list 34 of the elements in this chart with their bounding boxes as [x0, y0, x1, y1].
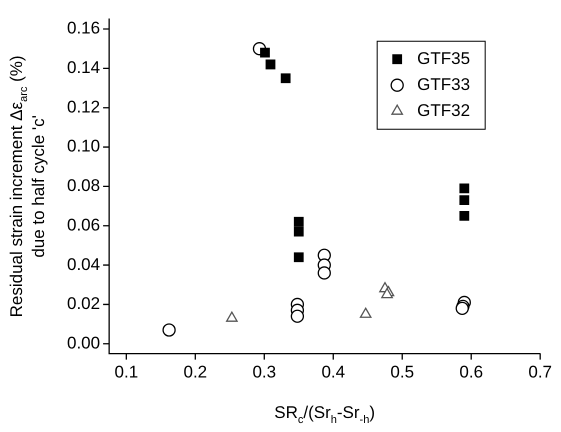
- point: [162, 323, 176, 337]
- x-tick-label: 0.1: [114, 362, 138, 382]
- point: [294, 226, 304, 237]
- text: Residual strain increment Δεarc (%) due to half cycle 'c': [7, 55, 48, 318]
- point: [459, 183, 470, 194]
- point: [260, 48, 270, 58]
- point: [226, 312, 238, 322]
- y-tick-label: 0.14: [66, 58, 100, 78]
- point: [459, 211, 470, 221]
- legend-label: GTF33: [417, 74, 470, 94]
- point: [280, 73, 291, 84]
- y-tick-label: 0.04: [66, 254, 100, 274]
- y-tick-label: 0.08: [66, 176, 100, 196]
- point: [318, 266, 331, 280]
- point: [459, 195, 470, 206]
- x-tick-label: 0.6: [459, 362, 484, 382]
- point: [294, 216, 304, 227]
- point: [360, 308, 372, 318]
- y-tick-label: 0.02: [66, 294, 100, 314]
- x-tick-label: 0.2: [183, 362, 208, 382]
- y-tick-label: 0.06: [66, 215, 100, 234]
- y-tick-label: 0.12: [66, 97, 100, 116]
- y-tick-label: 0.10: [66, 136, 100, 156]
- point: [290, 310, 304, 323]
- point: [266, 60, 276, 70]
- x-tick-label: 0.4: [321, 362, 346, 382]
- point: [294, 252, 304, 262]
- legend-label: GTF35: [417, 48, 470, 68]
- legend-label: GTF32: [417, 100, 470, 120]
- x-tick-label: 0.5: [390, 362, 414, 382]
- x-tick-label: 0.3: [252, 362, 276, 382]
- y-tick-label: 0.16: [66, 18, 100, 38]
- y-tick-label: 0.00: [66, 333, 100, 352]
- x-tick-label: 0.7: [528, 362, 552, 382]
